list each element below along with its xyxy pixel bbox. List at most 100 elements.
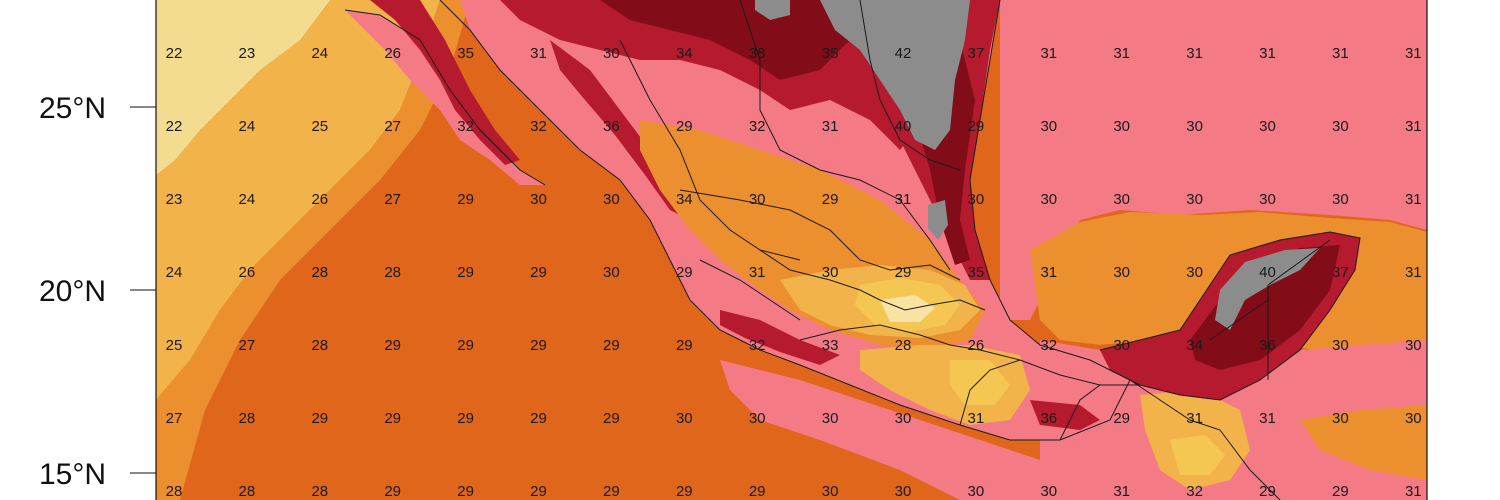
grid-value: 24 — [311, 45, 328, 62]
grid-value: 31 — [1186, 45, 1203, 62]
grid-value: 28 — [239, 483, 256, 500]
baja-california — [345, 10, 545, 185]
grid-value: 31 — [1405, 191, 1422, 208]
grid-value: 38 — [749, 45, 766, 62]
latitude-axis: 25°N 20°N 15°N — [39, 92, 156, 491]
grid-value: 29 — [749, 483, 766, 500]
oaxaca-cool — [950, 360, 1010, 405]
grid-value: 29 — [895, 264, 912, 281]
grid-value: 30 — [749, 410, 766, 427]
grid-value: 28 — [166, 483, 183, 500]
grid-value: 31 — [1405, 264, 1422, 281]
grid-value: 31 — [1113, 45, 1130, 62]
grid-value: 29 — [530, 483, 547, 500]
grid-value: 29 — [968, 118, 985, 135]
grid-value: 30 — [1040, 483, 1057, 500]
coolest-pacific-zone — [156, 0, 330, 175]
central-highlands-coolest — [880, 295, 935, 322]
grid-value: 30 — [1405, 337, 1422, 354]
grid-value: 28 — [895, 337, 912, 354]
grid-value: 29 — [822, 191, 839, 208]
lat-label: 25°N — [39, 92, 106, 125]
grid-value: 28 — [239, 410, 256, 427]
grid-value: 30 — [1113, 191, 1130, 208]
grid-value: 30 — [1332, 337, 1349, 354]
grid-value: 30 — [1186, 118, 1203, 135]
grid-value: 42 — [895, 45, 912, 62]
grid-value: 32 — [1040, 337, 1057, 354]
grid-value: 30 — [1259, 191, 1276, 208]
grid-value: 30 — [749, 191, 766, 208]
grid-value: 31 — [749, 264, 766, 281]
grid-value: 29 — [457, 410, 474, 427]
grid-value: 34 — [676, 191, 693, 208]
tabasco-hot — [1030, 400, 1100, 430]
grid-value: 31 — [1040, 45, 1057, 62]
grid-value: 32 — [457, 118, 474, 135]
grid-value: 28 — [384, 264, 401, 281]
grid-value: 30 — [603, 264, 620, 281]
grid-value: 29 — [530, 410, 547, 427]
grid-value: 30 — [968, 483, 985, 500]
grid-value: 30 — [1040, 118, 1057, 135]
grid-value: 29 — [457, 264, 474, 281]
grid-value: 30 — [1186, 264, 1203, 281]
grid-value: 26 — [239, 264, 256, 281]
grid-value: 24 — [239, 191, 256, 208]
grid-value: 26 — [311, 191, 328, 208]
map-plot-area — [156, 0, 1427, 500]
grid-value: 37 — [1332, 264, 1349, 281]
grid-value: 29 — [384, 410, 401, 427]
grid-value: 32 — [1186, 483, 1203, 500]
grid-value: 30 — [822, 410, 839, 427]
grid-value: 29 — [676, 264, 693, 281]
southern-coast-pink — [720, 360, 1100, 500]
grid-value: 30 — [1332, 191, 1349, 208]
grid-value: 30 — [822, 264, 839, 281]
grid-value: 29 — [457, 337, 474, 354]
grid-value: 36 — [603, 118, 620, 135]
ne-extreme-heat-small — [928, 200, 948, 240]
grid-value: 30 — [1113, 337, 1130, 354]
grid-value: 29 — [457, 191, 474, 208]
grid-value: 29 — [311, 410, 328, 427]
yucatan-hottest — [1190, 245, 1340, 370]
grid-value: 29 — [676, 483, 693, 500]
grid-value: 30 — [1040, 191, 1057, 208]
grid-value-labels: 22 23 24 26 35 31 30 34 38 35 42 37 31 31 31 31 31 31 22 24… — [166, 45, 1422, 500]
guatemala-cool — [1170, 435, 1225, 475]
grid-value: 31 — [1113, 483, 1130, 500]
grid-value: 31 — [1040, 264, 1057, 281]
grid-value: 40 — [1259, 264, 1276, 281]
grid-value: 27 — [239, 337, 256, 354]
grid-value: 30 — [1332, 410, 1349, 427]
grid-value: 30 — [1259, 118, 1276, 135]
state-boundaries — [344, 0, 1361, 500]
grid-value: 34 — [1186, 337, 1203, 354]
grid-value: 29 — [1113, 410, 1130, 427]
grid-value: 36 — [1259, 337, 1276, 354]
grid-value: 36 — [1040, 410, 1057, 427]
grid-value: 24 — [239, 118, 256, 135]
grid-value: 31 — [968, 410, 985, 427]
grid-value: 35 — [457, 45, 474, 62]
grid-value: 30 — [1405, 410, 1422, 427]
grid-value: 27 — [384, 191, 401, 208]
yucatan-extreme-heat — [1215, 248, 1320, 330]
grid-value: 27 — [384, 118, 401, 135]
ne-extreme-heat — [820, 0, 970, 150]
grid-value: 28 — [311, 337, 328, 354]
grid-value: 29 — [1332, 483, 1349, 500]
grid-value: 29 — [603, 483, 620, 500]
grid-value: 30 — [1113, 118, 1130, 135]
grid-value: 27 — [166, 410, 183, 427]
grid-value: 29 — [384, 483, 401, 500]
grid-value: 22 — [166, 118, 183, 135]
grid-value: 31 — [822, 118, 839, 135]
grid-value: 31 — [895, 191, 912, 208]
north-interior-hottest — [600, 0, 860, 80]
mid-pacific-zone — [156, 0, 470, 500]
grid-value: 31 — [1405, 118, 1422, 135]
grid-value: 30 — [603, 45, 620, 62]
